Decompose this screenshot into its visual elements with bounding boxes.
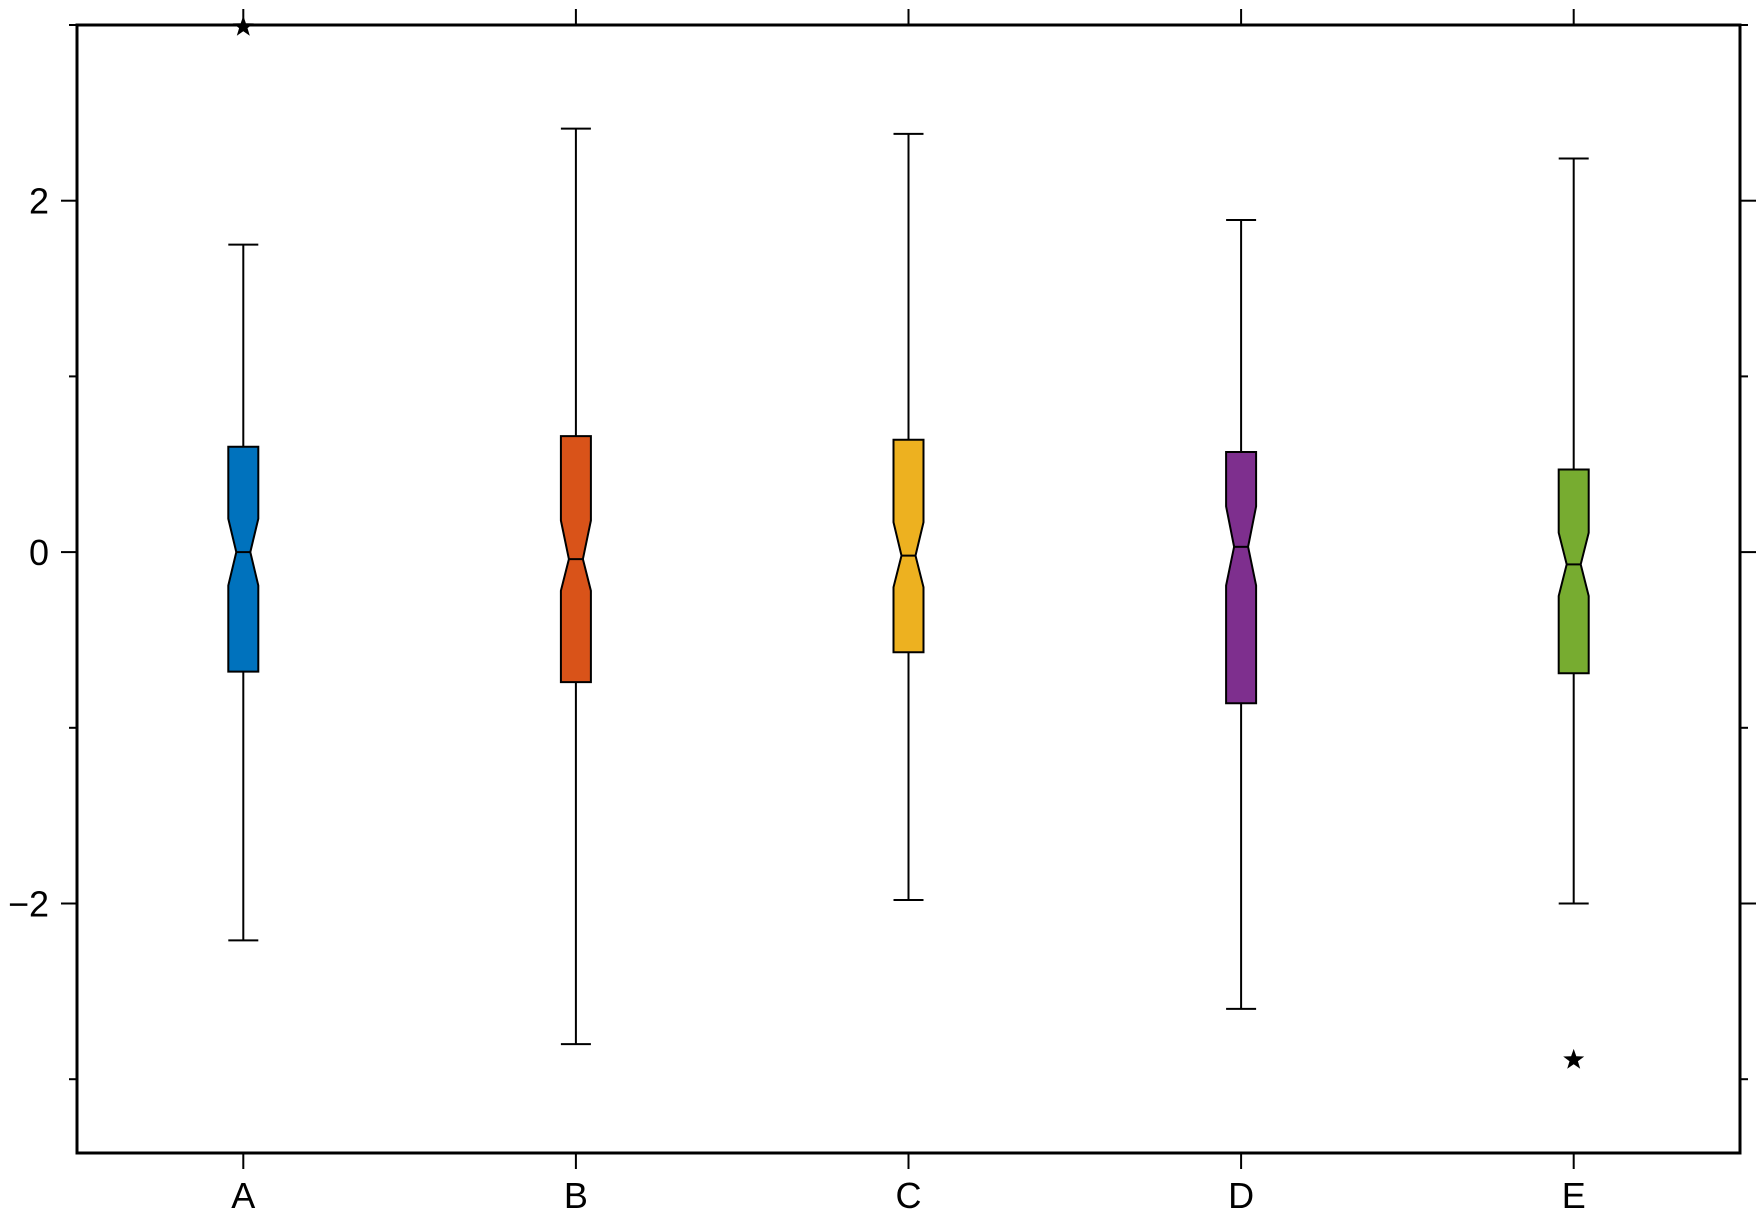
y-tick-label-1: 0 xyxy=(29,532,49,573)
y-tick-label-0: −2 xyxy=(8,884,49,925)
ticks-layer xyxy=(61,9,1756,1169)
y-tick-label-2: 2 xyxy=(29,181,49,222)
box-e xyxy=(1557,468,1590,675)
box-a xyxy=(227,445,260,673)
box-group-a xyxy=(227,15,260,942)
x-tick-label-e: E xyxy=(1562,1175,1586,1212)
outlier-star-e-0 xyxy=(1563,1048,1585,1069)
labels-layer: A B C D E −2 0 2 xyxy=(8,181,1586,1212)
x-tick-label-b: B xyxy=(564,1175,588,1212)
x-tick-label-c: C xyxy=(896,1175,922,1212)
x-tick-label-a: A xyxy=(231,1175,255,1212)
box-d xyxy=(1225,451,1258,705)
box-group-e xyxy=(1557,157,1590,1069)
boxes-layer xyxy=(227,15,1590,1069)
box-group-b xyxy=(559,127,592,1046)
box-group-d xyxy=(1225,219,1258,1010)
x-tick-label-d: D xyxy=(1228,1175,1254,1212)
box-group-c xyxy=(892,132,925,901)
box-c xyxy=(892,438,925,654)
